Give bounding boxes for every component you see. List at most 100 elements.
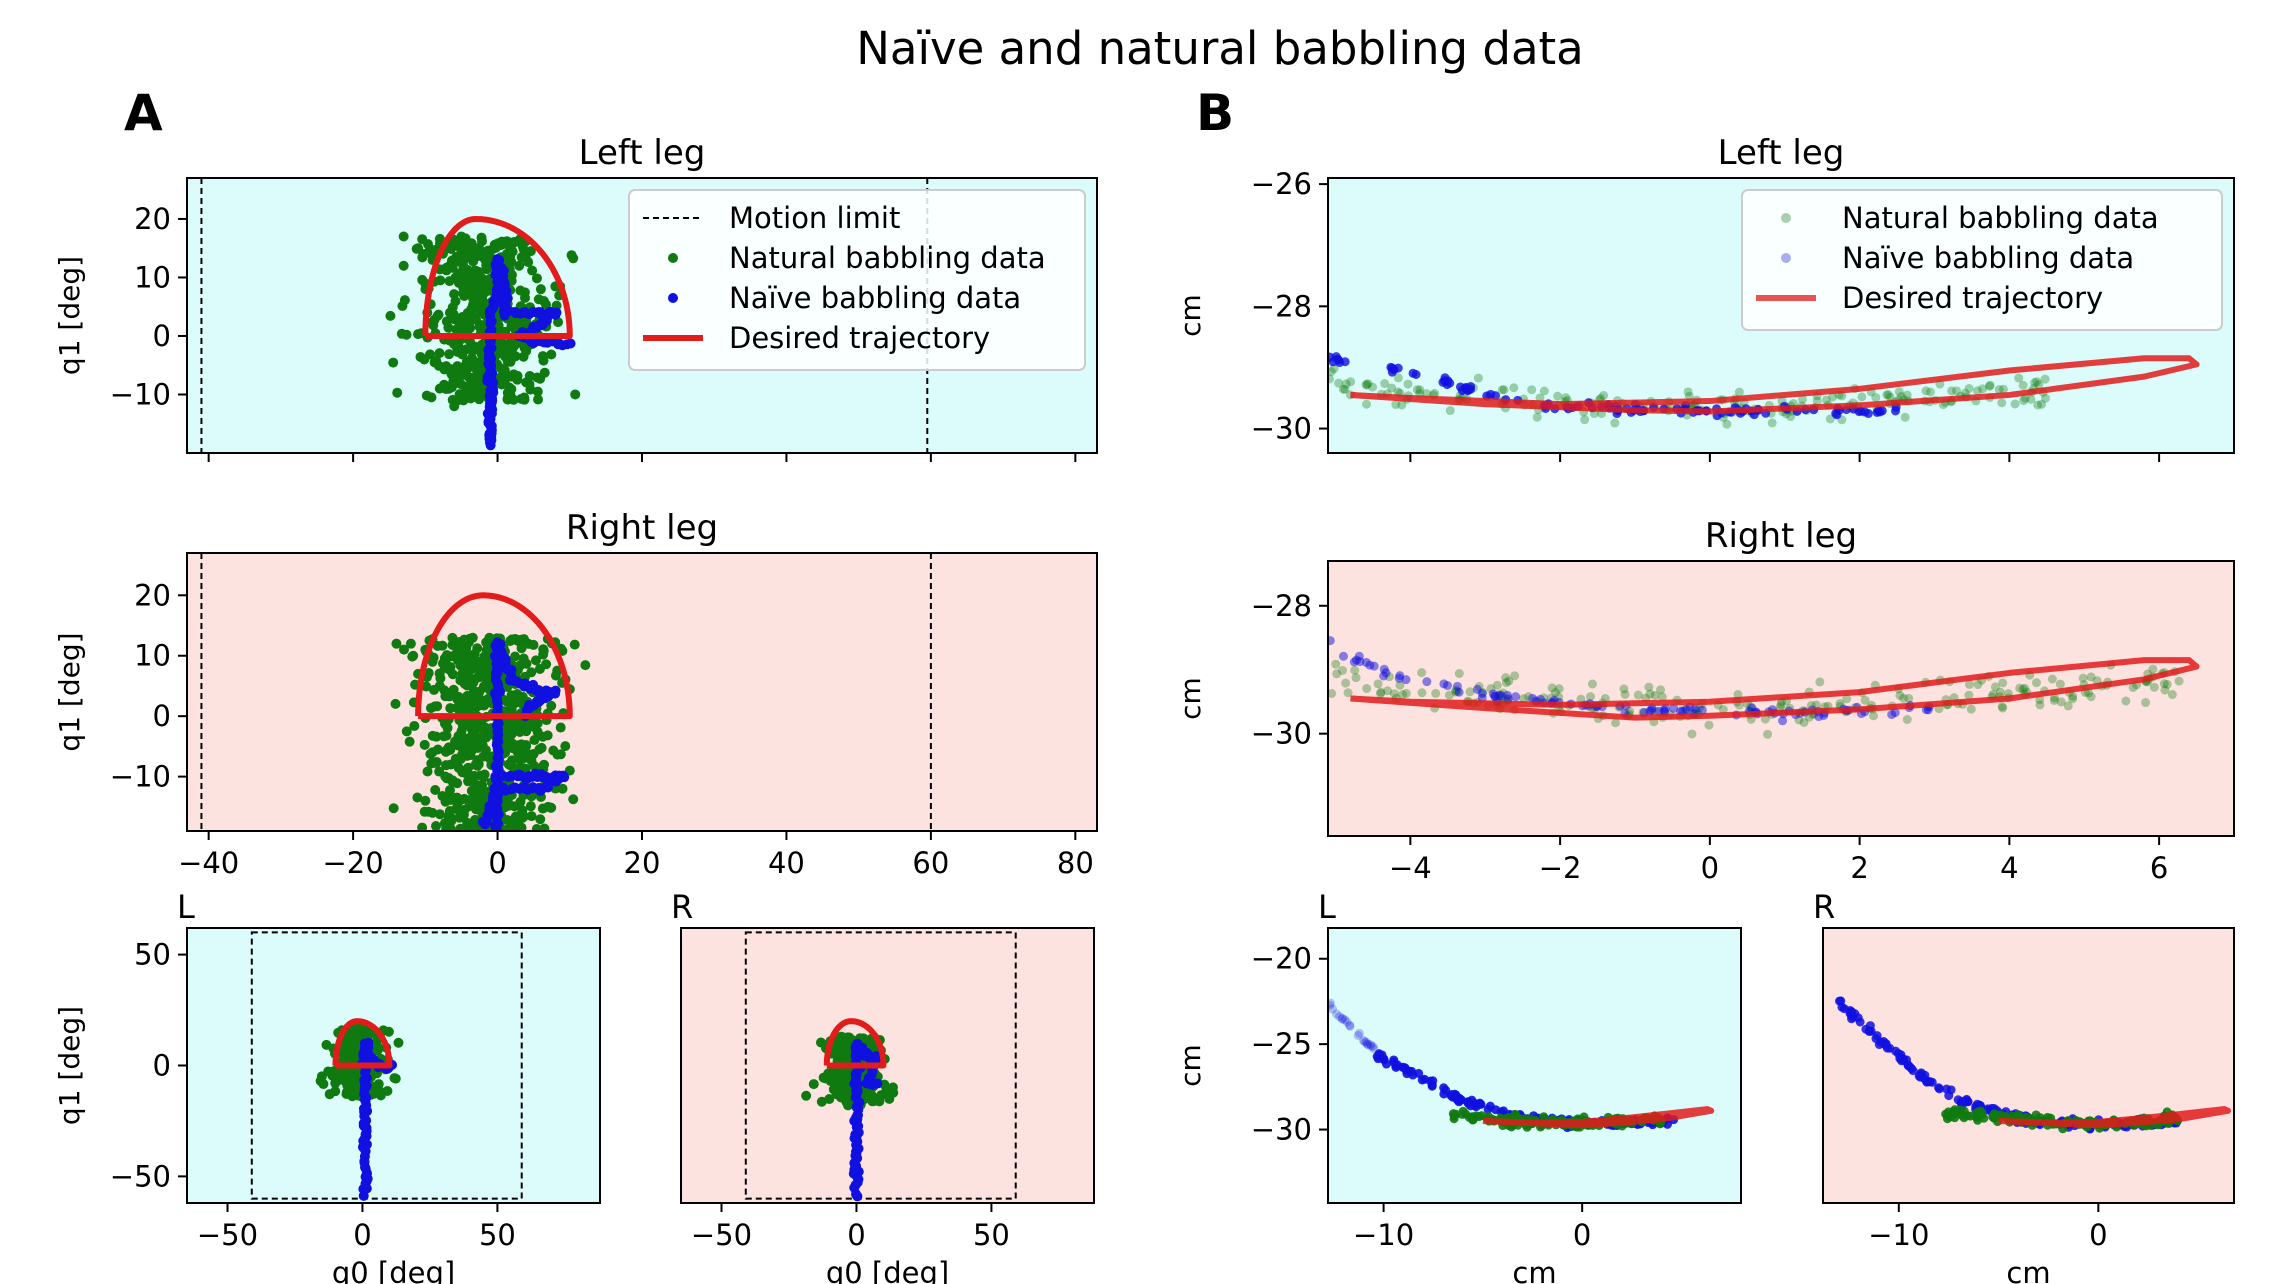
data-point: [1971, 1112, 1981, 1122]
data-point: [423, 668, 434, 679]
data-point: [1869, 711, 1879, 721]
data-point: [516, 252, 527, 263]
data-point: [1362, 683, 1372, 693]
data-point: [478, 731, 489, 742]
x-axis-label: q0 [deg]: [332, 1256, 455, 1284]
data-point: [1942, 1084, 1952, 1094]
data-point: [1397, 400, 1407, 410]
data-point: [1825, 414, 1835, 424]
data-point: [1821, 395, 1831, 405]
data-point: [2018, 380, 2028, 390]
data-point: [1389, 1057, 1399, 1067]
data-point: [496, 236, 507, 247]
data-point: [835, 1049, 846, 1060]
x-tick-label: −40: [178, 846, 239, 880]
data-point: [1872, 407, 1882, 417]
data-point: [1914, 1071, 1924, 1081]
data-point: [1814, 712, 1824, 722]
data-point: [532, 386, 543, 397]
data-point: [1857, 392, 1867, 402]
data-point: [1611, 718, 1621, 728]
data-point: [450, 736, 461, 747]
data-point: [463, 703, 474, 714]
data-point: [419, 739, 430, 750]
data-point: [1921, 386, 1931, 396]
data-point: [420, 795, 431, 806]
data-point: [409, 720, 420, 731]
data-point: [1620, 689, 1630, 699]
data-point: [507, 246, 518, 257]
data-point: [444, 364, 455, 375]
data-point: [1885, 1043, 1895, 1053]
data-point: [1949, 1109, 1959, 1119]
data-point: [1359, 1036, 1369, 1046]
data-point: [2086, 692, 2096, 702]
data-point: [1885, 392, 1895, 402]
data-point: [497, 342, 508, 353]
data-point: [2020, 683, 2030, 693]
y-axis-label: cm: [1174, 1044, 1207, 1087]
y-tick-label: 20: [134, 578, 171, 612]
series-naive: [1328, 998, 1379, 1054]
data-point: [1995, 687, 2005, 697]
legend-label: Desired trajectory: [729, 321, 990, 355]
y-tick-label: −26: [1251, 167, 1312, 201]
data-point: [1908, 1066, 1918, 1076]
data-point: [432, 640, 443, 651]
data-point: [439, 662, 450, 673]
data-point: [505, 389, 516, 400]
y-tick-label: −25: [1251, 1027, 1312, 1061]
data-point: [434, 348, 445, 359]
data-point: [1509, 383, 1519, 393]
data-point: [434, 680, 445, 691]
data-point: [449, 289, 460, 300]
plot-area: [250, 931, 523, 1201]
data-point: [1619, 684, 1629, 694]
data-point: [1776, 700, 1786, 710]
data-point: [460, 363, 471, 374]
data-point: [519, 634, 530, 645]
data-point: [808, 1079, 819, 1090]
data-point: [412, 792, 423, 803]
data-point: [1366, 1041, 1376, 1051]
data-point: [505, 635, 516, 646]
data-point: [457, 767, 468, 778]
legend-box: [1741, 189, 2223, 331]
data-point: [1328, 1000, 1335, 1010]
subplot-b-right: −4 −2 0 2 4 6 −30 −28 Right leg cm: [1174, 516, 2235, 885]
data-point: [1902, 715, 1912, 725]
data-point: [546, 349, 557, 360]
data-point: [1580, 415, 1590, 425]
data-point: [1338, 384, 1348, 394]
data-point: [502, 742, 513, 753]
data-point: [1395, 680, 1405, 690]
data-point: [1499, 385, 1509, 395]
x-tick-label: 20: [624, 846, 661, 880]
x-axis-label: q0 [deg]: [826, 1256, 949, 1284]
data-point: [463, 720, 474, 731]
data-point: [347, 1034, 358, 1045]
subplot-title: Right leg: [1705, 516, 1857, 556]
data-point: [2010, 399, 2020, 409]
x-tick-label: −50: [197, 1218, 258, 1252]
panel-letter-b: B: [1196, 84, 1234, 142]
legend-marker-dot: [1781, 213, 1791, 223]
data-point: [1815, 677, 1825, 687]
data-point: [437, 790, 448, 801]
data-point: [1978, 384, 1988, 394]
data-point: [435, 275, 446, 286]
data-point: [2068, 691, 2078, 701]
data-point: [2040, 393, 2050, 403]
x-tick-label: −2: [1539, 851, 1582, 885]
data-point: [1644, 682, 1654, 692]
data-point: [1845, 1005, 1855, 1015]
data-point: [429, 244, 440, 255]
data-point: [431, 355, 442, 366]
data-point: [2019, 396, 2029, 406]
x-tick-label: 0: [353, 1218, 371, 1252]
data-point: [2014, 373, 2024, 383]
data-point: [531, 273, 542, 284]
subplot-corner-label: L: [1318, 888, 1336, 926]
data-point: [469, 372, 480, 383]
